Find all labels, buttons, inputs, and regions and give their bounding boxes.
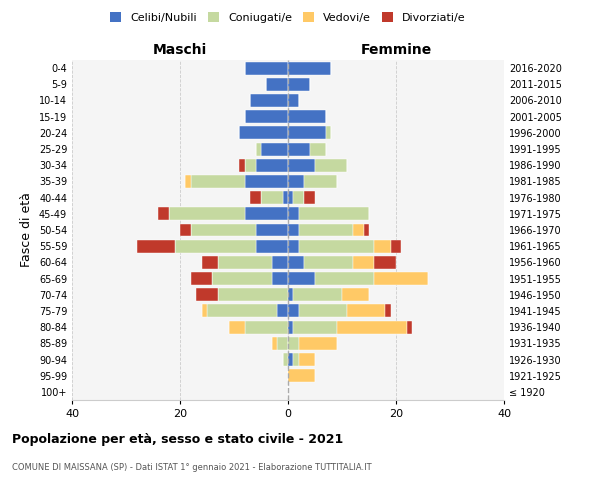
Bar	[245, 208, 288, 220]
Bar	[272, 272, 288, 285]
Bar	[245, 62, 288, 74]
Bar	[256, 159, 288, 172]
Bar	[385, 304, 391, 318]
Bar	[288, 110, 326, 123]
Bar	[353, 256, 374, 269]
Bar	[299, 304, 347, 318]
Bar	[374, 240, 391, 252]
Bar	[315, 272, 374, 285]
Bar	[288, 224, 299, 236]
Bar	[256, 224, 288, 236]
Bar	[288, 78, 310, 91]
Bar	[229, 320, 245, 334]
Bar	[293, 353, 299, 366]
Bar	[272, 256, 288, 269]
Bar	[288, 337, 299, 350]
Bar	[374, 256, 396, 269]
Bar	[250, 94, 288, 107]
Bar	[347, 304, 385, 318]
Bar	[185, 175, 191, 188]
Bar	[288, 240, 299, 252]
Bar	[180, 224, 191, 236]
Bar	[288, 62, 331, 74]
Text: Femmine: Femmine	[361, 43, 431, 57]
Bar	[158, 208, 169, 220]
Bar	[288, 369, 315, 382]
Bar	[283, 191, 288, 204]
Bar	[272, 337, 277, 350]
Bar	[245, 110, 288, 123]
Bar	[288, 288, 293, 301]
Bar	[256, 142, 261, 156]
Bar	[293, 320, 337, 334]
Bar	[191, 224, 256, 236]
Bar	[261, 142, 288, 156]
Bar	[304, 256, 353, 269]
Text: Maschi: Maschi	[153, 43, 207, 57]
Bar	[288, 159, 315, 172]
Bar	[315, 159, 347, 172]
Bar	[299, 224, 353, 236]
Bar	[266, 78, 288, 91]
Bar	[326, 126, 331, 140]
Bar	[283, 353, 288, 366]
Bar	[304, 191, 315, 204]
Bar	[353, 224, 364, 236]
Bar	[218, 256, 272, 269]
Bar	[374, 272, 428, 285]
Bar	[239, 126, 288, 140]
Bar	[299, 337, 337, 350]
Bar	[288, 126, 326, 140]
Bar	[288, 256, 304, 269]
Bar	[202, 256, 218, 269]
Bar	[288, 94, 299, 107]
Bar	[288, 320, 293, 334]
Bar	[304, 175, 337, 188]
Bar	[391, 240, 401, 252]
Bar	[293, 288, 342, 301]
Bar	[364, 224, 369, 236]
Bar	[218, 288, 288, 301]
Bar	[288, 175, 304, 188]
Bar	[288, 208, 299, 220]
Bar	[299, 353, 315, 366]
Bar	[239, 159, 245, 172]
Bar	[256, 240, 288, 252]
Bar	[299, 208, 369, 220]
Bar	[175, 240, 256, 252]
Bar	[277, 304, 288, 318]
Bar	[137, 240, 175, 252]
Bar	[299, 240, 374, 252]
Bar	[191, 272, 212, 285]
Bar	[202, 304, 207, 318]
Text: COMUNE DI MAISSANA (SP) - Dati ISTAT 1° gennaio 2021 - Elaborazione TUTTITALIA.I: COMUNE DI MAISSANA (SP) - Dati ISTAT 1° …	[12, 462, 371, 471]
Bar	[288, 272, 315, 285]
Bar	[288, 191, 293, 204]
Bar	[277, 337, 288, 350]
Legend: Celibi/Nubili, Coniugati/e, Vedovi/e, Divorziati/e: Celibi/Nubili, Coniugati/e, Vedovi/e, Di…	[106, 8, 470, 28]
Text: Popolazione per età, sesso e stato civile - 2021: Popolazione per età, sesso e stato civil…	[12, 432, 343, 446]
Bar	[207, 304, 277, 318]
Bar	[169, 208, 245, 220]
Bar	[245, 175, 288, 188]
Bar	[310, 142, 326, 156]
Bar	[212, 272, 272, 285]
Bar	[293, 191, 304, 204]
Bar	[245, 159, 256, 172]
Bar	[407, 320, 412, 334]
Bar	[288, 304, 299, 318]
Bar	[261, 191, 283, 204]
Bar	[250, 191, 261, 204]
Bar	[196, 288, 218, 301]
Bar	[342, 288, 369, 301]
Bar	[288, 142, 310, 156]
Bar	[245, 320, 288, 334]
Bar	[337, 320, 407, 334]
Bar	[191, 175, 245, 188]
Bar	[288, 353, 293, 366]
Y-axis label: Fasce di età: Fasce di età	[20, 192, 33, 268]
